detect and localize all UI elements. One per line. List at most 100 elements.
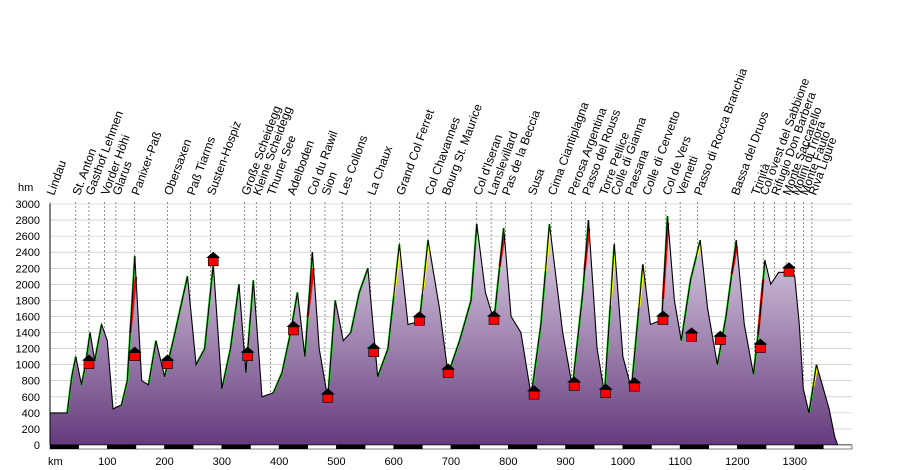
marker-body xyxy=(368,348,379,357)
place-label: Lindau xyxy=(44,158,69,197)
y-tick-label: 0 xyxy=(34,440,40,452)
marker-body xyxy=(629,382,640,392)
y-tick-label: 1400 xyxy=(16,328,40,340)
y-tick-label: 800 xyxy=(22,376,40,388)
marker-roof xyxy=(781,262,796,269)
x-tick-label: 300 xyxy=(213,456,231,468)
marker-body xyxy=(442,369,454,378)
waypoint-marker xyxy=(781,262,796,277)
x-scale-bar xyxy=(336,444,366,450)
x-tick-label: 600 xyxy=(385,456,403,468)
marker-roof xyxy=(286,320,301,327)
marker-body xyxy=(657,316,669,325)
x-scale-bar xyxy=(221,444,251,450)
place-label: La Chaux xyxy=(364,144,395,197)
x-scale-bar xyxy=(679,444,710,450)
y-axis-label: hm xyxy=(18,182,33,194)
marker-body xyxy=(162,360,173,369)
marker-body xyxy=(755,344,766,353)
x-tick-label: 200 xyxy=(155,456,173,468)
x-scale-bar xyxy=(278,444,309,450)
y-tick-label: 600 xyxy=(22,392,40,404)
marker-body xyxy=(414,316,425,326)
marker-roof xyxy=(684,327,699,334)
marker-roof xyxy=(81,354,96,361)
waypoint-marker xyxy=(627,377,642,392)
marker-body xyxy=(322,394,334,403)
x-scale-bar xyxy=(536,444,566,450)
waypoint-marker xyxy=(81,354,96,369)
marker-body xyxy=(488,316,500,325)
waypoint-marker xyxy=(486,310,501,325)
x-scale-bar xyxy=(164,444,194,450)
marker-roof xyxy=(598,383,613,390)
x-scale-bar xyxy=(765,444,795,450)
y-tick-label: 1600 xyxy=(16,311,40,323)
marker-body xyxy=(714,336,726,345)
x-scale-bar xyxy=(479,444,509,450)
waypoint-marker xyxy=(127,346,142,361)
marker-body xyxy=(207,257,219,267)
y-tick-label: 400 xyxy=(22,408,40,420)
x-axis-label: km xyxy=(48,456,63,468)
waypoint-marker xyxy=(286,320,301,336)
x-scale-bar xyxy=(107,444,137,450)
x-tick-label: 1100 xyxy=(668,456,692,468)
axes: 100 200 300 400 500 600 700 800 900 1000 1100 1200 1… xyxy=(49,204,853,468)
x-scale-bar xyxy=(49,444,79,450)
x-tick-label: 700 xyxy=(442,456,460,468)
marker-roof xyxy=(127,346,142,353)
marker-body xyxy=(83,360,95,369)
x-scale-bar xyxy=(307,444,337,450)
x-tick-label: 400 xyxy=(270,456,288,468)
x-tick-label: 500 xyxy=(327,456,345,468)
marker-body xyxy=(528,390,540,400)
y-tick-label: 1000 xyxy=(16,360,40,372)
x-scale-bar xyxy=(192,444,223,450)
elevation-area xyxy=(50,216,838,445)
marker-body xyxy=(568,382,580,391)
waypoint-markers xyxy=(81,251,796,403)
marker-roof xyxy=(713,330,728,337)
x-scale-bar xyxy=(250,444,280,450)
waypoint-marker xyxy=(684,327,699,342)
x-scale-bar xyxy=(651,444,681,450)
marker-roof xyxy=(206,251,221,258)
marker-roof xyxy=(366,342,381,349)
x-scale-bar xyxy=(508,444,538,450)
x-tick-label: 1000 xyxy=(611,456,635,468)
y-tick-label: 3000 xyxy=(16,199,40,211)
waypoint-marker xyxy=(713,330,728,345)
waypoint-marker xyxy=(240,346,255,361)
waypoint-marker xyxy=(160,354,175,369)
x-tick-label: 900 xyxy=(556,456,574,468)
waypoint-marker xyxy=(655,310,670,325)
marker-roof xyxy=(527,385,542,392)
marker-roof xyxy=(240,346,255,353)
y-tick-label: 2200 xyxy=(16,263,40,275)
marker-roof xyxy=(627,377,642,384)
marker-body xyxy=(288,326,299,336)
y-tick-label: 2400 xyxy=(16,247,40,259)
profile-line xyxy=(50,216,839,446)
y-tick-label: 1200 xyxy=(16,344,40,356)
x-tick-label: 800 xyxy=(499,456,517,468)
x-scale-bar xyxy=(565,444,595,450)
x-tick-label: 1200 xyxy=(725,456,749,468)
marker-body xyxy=(129,352,141,361)
waypoint-marker xyxy=(441,363,456,378)
x-scale-bar xyxy=(823,444,853,450)
x-scale-bar xyxy=(450,444,480,450)
marker-roof xyxy=(412,311,427,318)
y-tick-label: 200 xyxy=(22,424,40,436)
x-scale-bar xyxy=(622,444,652,450)
place-label: Panixer-Paß xyxy=(128,130,164,197)
x-scale-bar xyxy=(794,444,824,450)
y-tick-label: 2000 xyxy=(16,279,40,291)
waypoint-marker xyxy=(320,388,335,403)
x-scale-bar xyxy=(708,444,738,450)
marker-roof xyxy=(160,354,175,361)
waypoint-marker xyxy=(412,311,427,326)
x-scale-bar xyxy=(78,444,108,450)
